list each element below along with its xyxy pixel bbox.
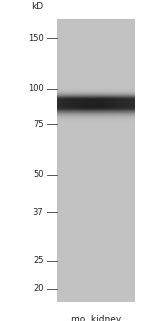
Text: kD: kD: [31, 2, 44, 11]
Text: 75: 75: [33, 120, 44, 129]
Text: 25: 25: [33, 256, 44, 265]
Text: 20: 20: [33, 284, 44, 293]
Text: 150: 150: [28, 34, 44, 43]
Bar: [57, 19, 135, 302]
Text: 100: 100: [28, 84, 44, 93]
Text: 37: 37: [33, 208, 44, 217]
Text: 50: 50: [33, 170, 44, 179]
Text: mo. kidney: mo. kidney: [71, 315, 121, 321]
